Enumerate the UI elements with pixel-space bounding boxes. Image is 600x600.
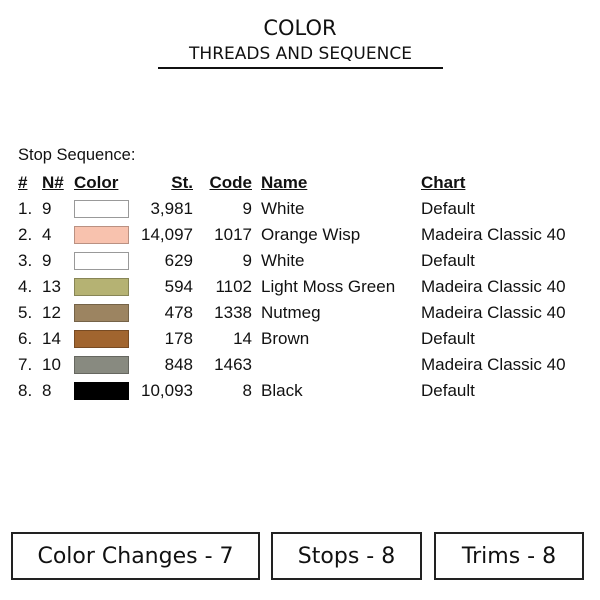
color-swatch	[74, 356, 129, 374]
color-swatch	[74, 382, 129, 400]
table-row: 8. 8 10,093 8 Black Default	[0, 378, 600, 404]
stop-sequence-label: Stop Sequence:	[18, 146, 136, 164]
thread-chart: Default	[421, 251, 475, 270]
stitch-count: 14,097	[141, 225, 193, 244]
row-num: 5.	[18, 303, 33, 322]
needle-number: 14	[42, 329, 61, 348]
table-row: 6. 14 178 14 Brown Default	[0, 326, 600, 352]
table-row: 2. 4 14,097 1017 Orange Wisp Madeira Classic …	[0, 222, 600, 248]
table-row: 4. 13 594 1102 Light Moss Green Madeira Class…	[0, 274, 600, 300]
header-code: Code	[209, 173, 253, 192]
row-num: 2.	[18, 225, 33, 244]
thread-code: 14	[233, 329, 252, 348]
thread-code: 1463	[214, 355, 252, 374]
needle-number: 13	[42, 277, 61, 296]
stitch-count: 848	[164, 355, 193, 374]
stitch-count: 10,093	[141, 381, 193, 400]
thread-chart: Madeira Classic 40	[421, 303, 566, 322]
color-changes-box: Color Changes - 7	[11, 532, 260, 580]
stitch-count: 629	[164, 251, 193, 270]
thread-name: Nutmeg	[261, 303, 321, 322]
page-title: COLOR	[263, 16, 337, 40]
trims-box: Trims - 8	[434, 532, 584, 580]
color-swatch	[74, 304, 129, 322]
row-num: 6.	[18, 329, 33, 348]
thread-code: 1017	[214, 225, 252, 244]
thread-code: 8	[242, 381, 252, 400]
color-swatch	[74, 330, 129, 348]
stops-box: Stops - 8	[271, 532, 422, 580]
thread-chart: Default	[421, 199, 475, 218]
thread-chart: Default	[421, 329, 475, 348]
row-num: 8.	[18, 381, 33, 400]
thread-code: 9	[242, 251, 252, 270]
thread-chart: Default	[421, 381, 475, 400]
thread-name: White	[261, 199, 305, 218]
header-chart: Chart	[421, 173, 466, 192]
thread-chart: Madeira Classic 40	[421, 225, 566, 244]
thread-name: Brown	[261, 329, 310, 348]
table-row: 3. 9 629 9 White Default	[0, 248, 600, 274]
row-num: 7.	[18, 355, 33, 374]
row-num: 3.	[18, 251, 33, 270]
needle-number: 9	[42, 199, 52, 218]
thread-code: 9	[242, 199, 252, 218]
thread-name: White	[261, 251, 305, 270]
color-swatch	[74, 200, 129, 218]
table-row: 7. 10 848 1463 Madeira Classic 40	[0, 352, 600, 378]
needle-number: 9	[42, 251, 52, 270]
row-num: 1.	[18, 199, 33, 218]
table-row: 5. 12 478 1338 Nutmeg Madeira Classic 40	[0, 300, 600, 326]
header-needle: N#	[42, 173, 64, 192]
thread-name: Light Moss Green	[261, 277, 396, 296]
thread-chart: Madeira Classic 40	[421, 355, 566, 374]
thread-name: Orange Wisp	[261, 225, 361, 244]
thread-chart: Madeira Classic 40	[421, 277, 566, 296]
stitch-count: 178	[164, 329, 193, 348]
needle-number: 4	[42, 225, 52, 244]
header-stitches: St.	[171, 173, 193, 192]
header-num: #	[18, 173, 28, 192]
needle-number: 12	[42, 303, 61, 322]
table-header: # N# Color St. Code Name Chart	[0, 170, 600, 196]
stitch-count: 478	[164, 303, 193, 322]
page-subtitle: THREADS AND SEQUENCE	[158, 44, 443, 69]
header-name: Name	[261, 173, 308, 192]
header-color: Color	[74, 173, 119, 192]
table-row: 1. 9 3,981 9 White Default	[0, 196, 600, 222]
stitch-count: 3,981	[150, 199, 193, 218]
color-swatch	[74, 226, 129, 244]
needle-number: 10	[42, 355, 61, 374]
needle-number: 8	[42, 381, 52, 400]
color-swatch	[74, 252, 129, 270]
row-num: 4.	[18, 277, 33, 296]
color-swatch	[74, 278, 129, 296]
thread-code: 1102	[215, 277, 252, 296]
thread-name: Black	[261, 381, 303, 400]
stitch-count: 594	[164, 277, 193, 296]
thread-code: 1338	[214, 303, 252, 322]
